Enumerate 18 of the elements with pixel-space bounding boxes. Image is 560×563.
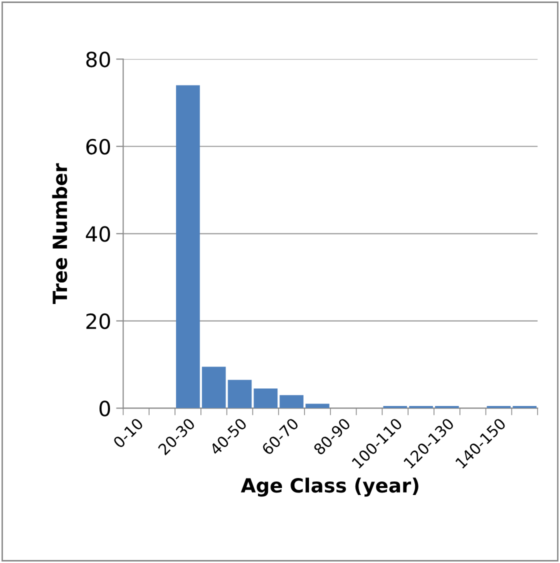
bar [409,406,433,408]
bar [383,406,408,408]
bar [435,406,459,408]
bar [306,404,330,408]
y-axis-title: Tree Number [52,163,68,304]
x-axis-title: Age Class (year) [240,478,418,497]
y-tick-label: 20 [86,313,110,330]
bar [512,406,537,408]
bar [228,380,252,408]
bar [486,406,511,408]
y-tick-label: 60 [86,138,110,155]
bar [176,85,200,408]
bar [202,366,226,408]
y-tick-label: 0 [100,400,110,416]
bar [280,395,304,408]
bar [254,388,278,408]
y-tick-label: 40 [86,226,110,242]
y-tick-label: 80 [86,52,110,68]
